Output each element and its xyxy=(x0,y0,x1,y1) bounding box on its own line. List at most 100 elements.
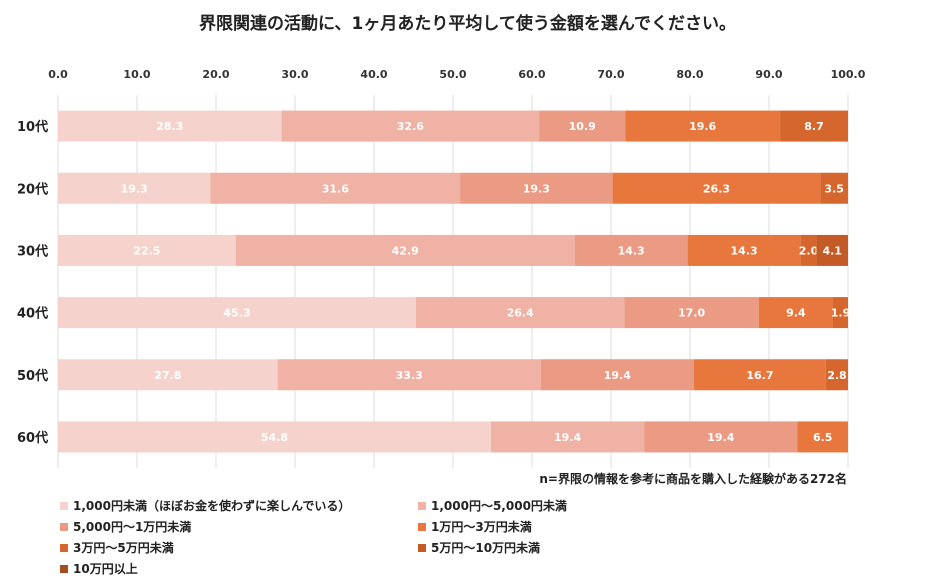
x-tick-label: 40.0 xyxy=(360,68,387,81)
legend-label: 5万円〜10万円未満 xyxy=(431,541,541,555)
bar-segment xyxy=(58,172,211,204)
legend-item: 5,000円〜1万円未満 xyxy=(60,518,191,535)
legend-label: 1,000円〜5,000円未満 xyxy=(431,499,567,513)
data-label: 19.4 xyxy=(604,369,631,382)
bar-segment xyxy=(797,421,848,453)
bar-segment xyxy=(460,172,613,204)
legend-label: 3万円〜5万円未満 xyxy=(73,541,174,555)
legend-label: 1,000円未満（ほぼお金を使わずに楽しんでいる） xyxy=(73,499,351,513)
bar-segment xyxy=(277,359,541,391)
category-label: 40代 xyxy=(17,306,48,322)
sample-note: n=界限の情報を参考に商品を購入した経験がある272名 xyxy=(539,472,847,486)
bar-segment xyxy=(539,110,626,142)
legend-item: 1,000円未満（ほぼお金を使わずに楽しんでいる） xyxy=(60,497,350,514)
bar-segment xyxy=(58,110,282,142)
category-label: 60代 xyxy=(17,430,48,446)
data-label: 2.8 xyxy=(827,369,847,382)
bar-segment xyxy=(490,421,645,453)
data-label: 19.6 xyxy=(689,120,716,133)
bar-segment xyxy=(693,359,826,391)
x-tick-label: 20.0 xyxy=(202,68,229,81)
bar-segment xyxy=(210,172,461,204)
legend-item: 3万円〜5万円未満 xyxy=(60,539,174,556)
data-label: 54.8 xyxy=(261,431,288,444)
x-tick-label: 30.0 xyxy=(281,68,308,81)
bar-segment xyxy=(415,297,625,329)
data-label: 45.3 xyxy=(223,307,250,320)
bar-segment xyxy=(612,172,821,204)
bar-segment xyxy=(780,110,848,142)
bar-segment xyxy=(800,234,817,266)
bar-segment xyxy=(825,359,848,391)
data-label: 9.4 xyxy=(786,307,806,320)
data-label: 22.5 xyxy=(133,244,160,257)
data-label: 10.9 xyxy=(569,120,596,133)
legend-swatch xyxy=(418,544,426,552)
category-label: 30代 xyxy=(17,243,48,259)
legend-label: 1万円〜3万円未満 xyxy=(431,520,532,534)
data-label: 17.0 xyxy=(678,307,705,320)
legend-swatch xyxy=(60,565,68,573)
data-label: 27.8 xyxy=(154,369,181,382)
data-label: 31.6 xyxy=(322,182,349,195)
bar-segment xyxy=(624,297,759,329)
category-label: 50代 xyxy=(17,368,48,384)
legend-swatch xyxy=(60,502,68,510)
legend-item: 1,000円〜5,000円未満 xyxy=(418,497,567,514)
bar-segment xyxy=(58,297,416,329)
data-label: 8.7 xyxy=(804,120,824,133)
data-label: 32.6 xyxy=(397,120,424,133)
bar-segment xyxy=(758,297,833,329)
stacked-bar-chart: 0.0 10.0 20.0 30.0 40.0 50.0 60.0 70.0 80.0 90.0 1… xyxy=(17,68,866,468)
bar-segment xyxy=(644,421,798,453)
data-label: 6.5 xyxy=(813,431,833,444)
legend-item: 10万円以上 xyxy=(60,560,138,577)
bar-segment xyxy=(574,234,688,266)
bar-segment xyxy=(58,234,236,266)
legend-label: 10万円以上 xyxy=(73,562,138,576)
data-label: 26.4 xyxy=(507,307,534,320)
data-label: 19.4 xyxy=(707,431,734,444)
bar-segment xyxy=(687,234,801,266)
x-tick-label: 80.0 xyxy=(676,68,703,81)
bar-segment xyxy=(816,234,848,266)
data-label: 33.3 xyxy=(396,369,423,382)
bar-segment xyxy=(832,297,848,329)
legend-swatch xyxy=(60,544,68,552)
data-label: 19.3 xyxy=(121,182,148,195)
legend-item: 1万円〜3万円未満 xyxy=(418,518,532,535)
bar-segment xyxy=(820,172,848,204)
x-tick-label: 100.0 xyxy=(831,68,866,81)
data-label: 4.1 xyxy=(822,244,842,257)
data-label: 19.3 xyxy=(523,182,550,195)
data-label: 1.9 xyxy=(831,307,851,320)
data-label: 26.3 xyxy=(703,182,730,195)
data-label: 16.7 xyxy=(746,369,773,382)
x-tick-label: 70.0 xyxy=(597,68,624,81)
x-tick-label: 90.0 xyxy=(755,68,782,81)
legend-swatch xyxy=(418,502,426,510)
legend-label: 5,000円〜1万円未満 xyxy=(73,520,192,534)
bar-segment xyxy=(540,359,694,391)
category-label: 20代 xyxy=(17,181,48,197)
legend-swatch xyxy=(418,523,426,531)
data-label: 42.9 xyxy=(392,244,419,257)
data-label: 14.3 xyxy=(731,244,758,257)
bar-segment xyxy=(625,110,781,142)
x-tick-label: 0.0 xyxy=(48,68,68,81)
x-tick-label: 60.0 xyxy=(518,68,545,81)
x-tick-label: 10.0 xyxy=(123,68,150,81)
data-label: 19.4 xyxy=(554,431,581,444)
bar-segment xyxy=(58,421,491,453)
bar-segment xyxy=(281,110,540,142)
chart-title: 界限関連の活動に、1ヶ月あたり平均して使う金額を選んでください。 xyxy=(199,14,736,34)
legend-swatch xyxy=(60,523,68,531)
data-label: 14.3 xyxy=(618,244,645,257)
category-label: 10代 xyxy=(17,119,48,135)
data-label: 28.3 xyxy=(156,120,183,133)
bar-segment xyxy=(235,234,575,266)
legend-item: 5万円〜10万円未満 xyxy=(418,539,540,556)
data-label: 2.0 xyxy=(799,244,819,257)
x-tick-label: 50.0 xyxy=(439,68,466,81)
bar-segment xyxy=(58,359,278,391)
